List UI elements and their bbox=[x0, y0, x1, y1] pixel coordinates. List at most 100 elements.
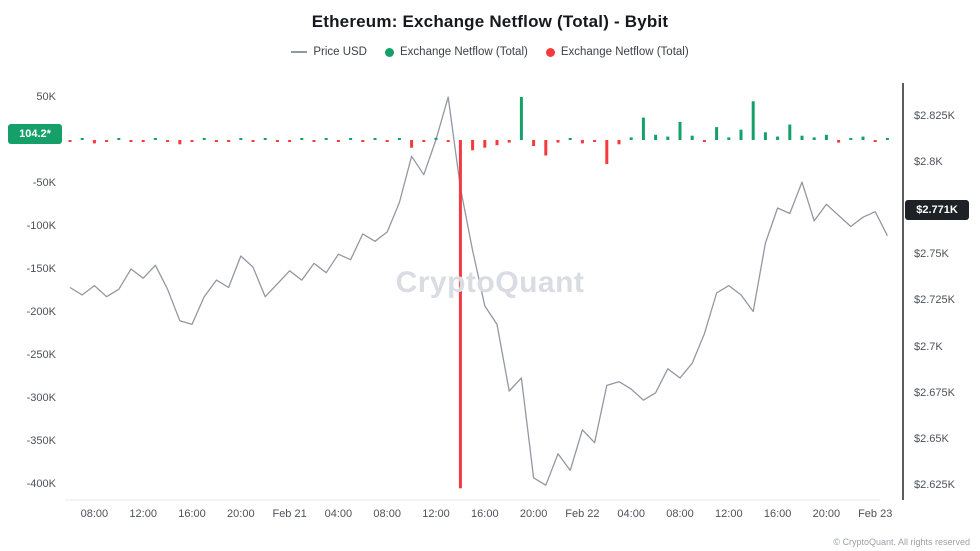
netflow-bar bbox=[812, 137, 816, 140]
x-axis-tick-label: 20:00 bbox=[227, 508, 255, 520]
netflow-bar bbox=[556, 140, 560, 143]
legend-item-price[interactable]: Price USD bbox=[291, 46, 367, 58]
netflow-bar bbox=[129, 140, 133, 142]
x-axis-tick-label: 16:00 bbox=[763, 508, 792, 520]
netflow-bar bbox=[532, 140, 536, 146]
legend-item-netflow-positive[interactable]: Exchange Netflow (Total) bbox=[385, 46, 528, 58]
x-axis-tick-label: Feb 21 bbox=[272, 508, 307, 520]
netflow-bar bbox=[117, 138, 121, 140]
netflow-bar bbox=[68, 140, 72, 142]
netflow-bar bbox=[776, 136, 780, 140]
x-axis-tick-label: 12:00 bbox=[422, 508, 450, 520]
netflow-bar bbox=[751, 101, 755, 140]
netflow-bar bbox=[593, 140, 597, 142]
legend-label-price: Price USD bbox=[313, 46, 367, 58]
netflow-bar bbox=[800, 135, 804, 140]
y-axis-right-tick-label: $2.75K bbox=[914, 248, 949, 261]
netflow-bar bbox=[312, 140, 316, 142]
y-axis-left-tick-label: 50K bbox=[36, 91, 56, 103]
netflow-bar bbox=[654, 134, 658, 140]
netflow-bar bbox=[190, 140, 194, 142]
x-axis-tick-label: 12:00 bbox=[715, 508, 743, 520]
netflow-bar bbox=[410, 140, 414, 148]
netflow-bar bbox=[385, 140, 389, 142]
netflow-bar bbox=[397, 138, 401, 140]
x-axis-tick-label: Feb 23 bbox=[858, 508, 893, 520]
netflow-bar bbox=[446, 140, 450, 142]
netflow-bar bbox=[580, 140, 584, 144]
x-axis-tick-label: 16:00 bbox=[178, 508, 206, 520]
netflow-bar bbox=[788, 124, 792, 140]
legend: Price USD Exchange Netflow (Total) Excha… bbox=[0, 46, 980, 58]
price-latest-badge: $2.771K bbox=[905, 200, 969, 220]
netflow-bar bbox=[80, 138, 84, 140]
y-axis-left-tick-label: -300K bbox=[26, 392, 56, 404]
netflow-bar bbox=[471, 140, 475, 151]
y-axis-right-tick-label: $2.625K bbox=[914, 479, 955, 492]
netflow-bar bbox=[824, 134, 828, 140]
chart-title: Ethereum: Exchange Netflow (Total) - Byb… bbox=[311, 12, 669, 31]
netflow-bar bbox=[324, 138, 328, 140]
netflow-bar bbox=[361, 140, 365, 142]
netflow-bar bbox=[739, 129, 743, 140]
netflow-bar bbox=[678, 121, 682, 140]
x-axis-tick-label: 20:00 bbox=[519, 508, 548, 520]
legend-item-netflow-negative[interactable]: Exchange Netflow (Total) bbox=[545, 46, 689, 58]
netflow-bar bbox=[763, 132, 767, 140]
x-axis-tick-label: 08:00 bbox=[373, 508, 401, 520]
netflow-bar bbox=[92, 140, 96, 144]
netflow-bar bbox=[629, 137, 633, 140]
red-dot-icon bbox=[545, 47, 555, 57]
y-axis-left-tick-label: -50K bbox=[32, 177, 56, 189]
netflow-bar bbox=[434, 137, 438, 140]
netflow-bar bbox=[690, 135, 694, 140]
netflow-bar bbox=[519, 97, 523, 140]
netflow-bar bbox=[178, 140, 182, 145]
y-axis-right-tick-label: $2.65K bbox=[914, 433, 949, 445]
y-axis-left-tick-label: -350K bbox=[26, 435, 56, 447]
y-axis-right-tick-label: $2.725K bbox=[914, 294, 955, 307]
legend-label-netflow-positive: Exchange Netflow (Total) bbox=[400, 46, 528, 58]
netflow-bar bbox=[715, 127, 719, 140]
netflow-bar bbox=[275, 140, 279, 142]
legend-label-netflow-negative: Exchange Netflow (Total) bbox=[560, 46, 689, 58]
netflow-bar bbox=[153, 138, 157, 140]
netflow-bar bbox=[885, 138, 889, 140]
netflow-bar bbox=[263, 138, 267, 140]
netflow-bar bbox=[227, 140, 231, 142]
netflow-bar bbox=[837, 140, 841, 143]
netflow-bar bbox=[861, 136, 865, 140]
y-axis-right-tick-label: $2.825K bbox=[914, 109, 955, 122]
netflow-bar bbox=[873, 140, 877, 142]
x-axis-tick-label: 16:00 bbox=[471, 508, 499, 520]
y-axis-left-tick-label: -150K bbox=[26, 263, 56, 275]
y-axis-left-tick-label: -250K bbox=[26, 349, 56, 361]
netflow-bar bbox=[300, 138, 304, 140]
green-dot-icon bbox=[385, 47, 394, 57]
netflow-bar bbox=[141, 140, 145, 142]
netflow-bar bbox=[617, 140, 621, 145]
netflow-bar bbox=[251, 140, 255, 142]
netflow-bar bbox=[105, 140, 109, 142]
x-axis-tick-label: 04:00 bbox=[617, 508, 645, 520]
netflow-bar bbox=[849, 138, 853, 140]
netflow-bar bbox=[641, 117, 645, 140]
price-line bbox=[69, 96, 888, 486]
x-axis-tick-label: 08:00 bbox=[80, 508, 109, 520]
x-axis-tick-label: Feb 22 bbox=[565, 508, 600, 520]
netflow-bar bbox=[568, 138, 572, 140]
netflow-bar bbox=[702, 140, 706, 142]
x-axis-tick-label: 20:00 bbox=[812, 508, 841, 520]
netflow-bar bbox=[544, 140, 548, 156]
netflow-bar bbox=[214, 140, 218, 142]
y-axis-right-tick-label: $2.7K bbox=[914, 340, 943, 353]
netflow-bar bbox=[458, 140, 462, 489]
x-axis-tick-label: 04:00 bbox=[324, 508, 353, 520]
netflow-bar bbox=[336, 140, 340, 142]
x-axis-tick-label: 12:00 bbox=[129, 508, 157, 520]
netflow-latest-badge: 104.2* bbox=[8, 124, 62, 144]
line-swatch-icon bbox=[291, 51, 308, 53]
netflow-bar bbox=[373, 138, 377, 140]
